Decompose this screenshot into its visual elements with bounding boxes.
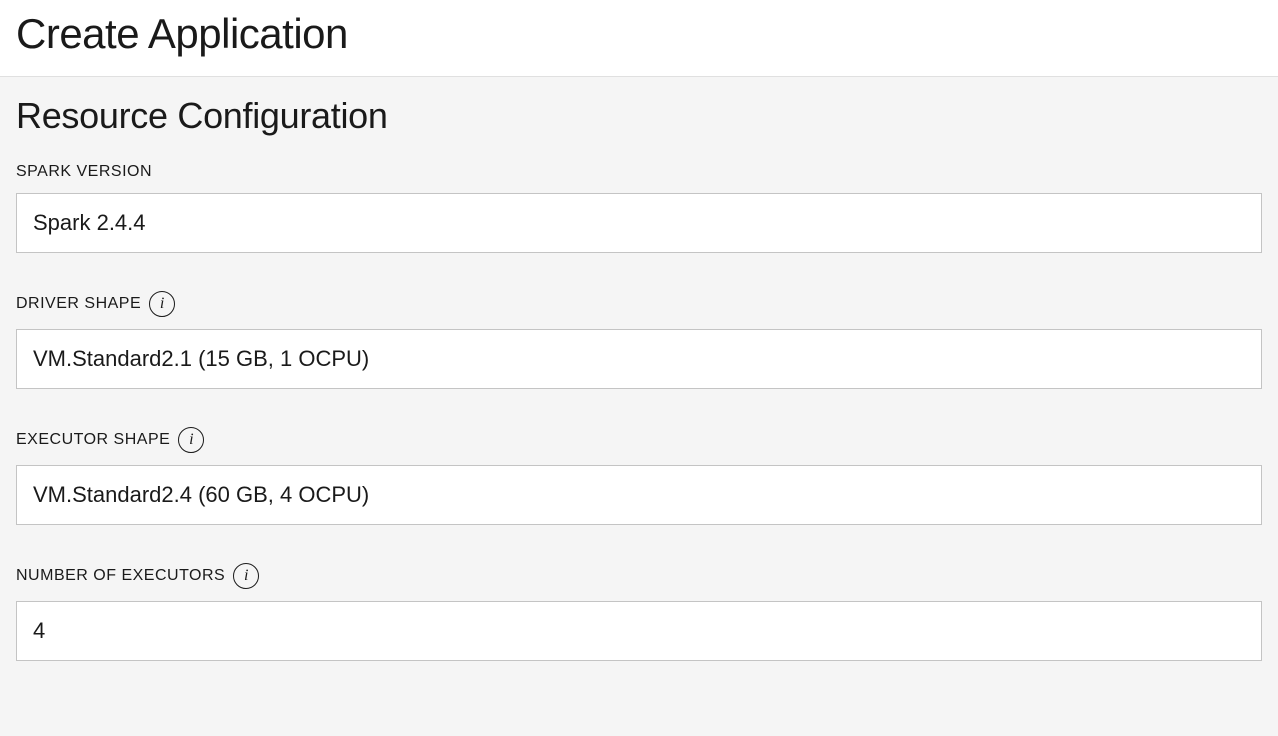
section-title: Resource Configuration [16,95,1262,137]
driver-shape-field: DRIVER SHAPE i VM.Standard2.1 (15 GB, 1 … [16,291,1262,389]
executor-shape-label-row: EXECUTOR SHAPE i [16,427,1262,453]
spark-version-field: SPARK VERSION Spark 2.4.4 [16,163,1262,253]
driver-shape-label: DRIVER SHAPE [16,295,141,313]
info-icon[interactable]: i [149,291,175,317]
executor-shape-value: VM.Standard2.4 (60 GB, 4 OCPU) [33,482,369,508]
spark-version-select[interactable]: Spark 2.4.4 [16,193,1262,253]
number-of-executors-label-row: NUMBER OF EXECUTORS i [16,563,1262,589]
number-of-executors-label: NUMBER OF EXECUTORS [16,567,225,585]
spark-version-label-row: SPARK VERSION [16,163,1262,181]
executor-shape-field: EXECUTOR SHAPE i VM.Standard2.4 (60 GB, … [16,427,1262,525]
number-of-executors-input[interactable] [16,601,1262,661]
page-header: Create Application [0,0,1278,77]
spark-version-value: Spark 2.4.4 [33,210,146,236]
executor-shape-select[interactable]: VM.Standard2.4 (60 GB, 4 OCPU) [16,465,1262,525]
content-area: Resource Configuration SPARK VERSION Spa… [0,77,1278,717]
page-title: Create Application [16,10,1262,58]
executor-shape-label: EXECUTOR SHAPE [16,431,170,449]
number-of-executors-field: NUMBER OF EXECUTORS i [16,563,1262,661]
driver-shape-value: VM.Standard2.1 (15 GB, 1 OCPU) [33,346,369,372]
driver-shape-label-row: DRIVER SHAPE i [16,291,1262,317]
spark-version-label: SPARK VERSION [16,163,152,181]
driver-shape-select[interactable]: VM.Standard2.1 (15 GB, 1 OCPU) [16,329,1262,389]
info-icon[interactable]: i [233,563,259,589]
info-icon[interactable]: i [178,427,204,453]
